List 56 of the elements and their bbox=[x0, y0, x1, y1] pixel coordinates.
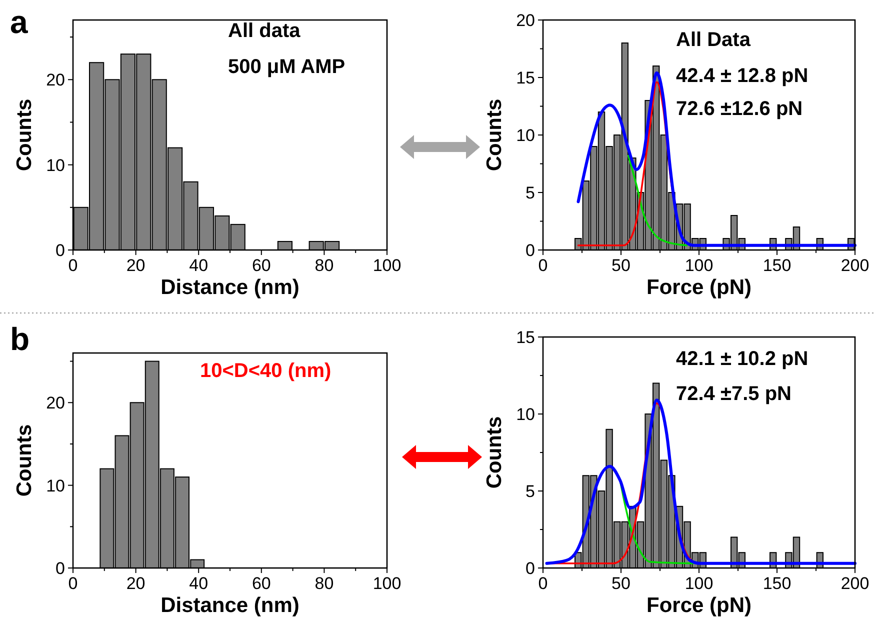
y-axis-title: Counts bbox=[483, 98, 506, 172]
x-tick-label: 60 bbox=[252, 256, 271, 275]
annotation: 72.4 ±7.5 pN bbox=[676, 383, 792, 405]
annotation: 42.1 ± 10.2 pN bbox=[676, 348, 808, 370]
x-tick-label: 40 bbox=[189, 574, 208, 593]
y-tick-label: 10 bbox=[516, 126, 535, 145]
y-axis-title: Counts bbox=[13, 98, 36, 172]
x-tick-label: 40 bbox=[189, 256, 208, 275]
line-series bbox=[627, 154, 688, 246]
x-tick-label: 200 bbox=[840, 574, 870, 593]
x-tick-label: 0 bbox=[68, 574, 78, 593]
x-tick-label: 80 bbox=[314, 256, 334, 275]
x-tick-label: 50 bbox=[612, 256, 630, 275]
x-tick-label: 200 bbox=[840, 256, 870, 275]
x-tick-label: 100 bbox=[372, 256, 402, 275]
y-axis-title: Counts bbox=[13, 424, 36, 497]
text: a bbox=[10, 4, 28, 40]
x-axis-title: Distance (nm) bbox=[160, 594, 300, 617]
x-tick-label: 20 bbox=[126, 256, 146, 275]
annotation: All data bbox=[228, 20, 302, 42]
annotation: 72.6 ±12.6 pN bbox=[676, 98, 803, 120]
x-tick-label: 100 bbox=[684, 256, 714, 275]
x-tick-label: 150 bbox=[762, 256, 792, 275]
y-tick-label: 20 bbox=[46, 70, 65, 90]
x-tick-label: 0 bbox=[538, 256, 548, 275]
y-tick-label: 0 bbox=[526, 559, 535, 578]
x-tick-label: 20 bbox=[126, 574, 146, 593]
y-axis-title: Counts bbox=[483, 416, 506, 489]
y-tick-label: 0 bbox=[526, 241, 535, 260]
x-tick-label: 60 bbox=[252, 574, 271, 593]
x-tick-label: 50 bbox=[612, 574, 630, 593]
x-tick-label: 100 bbox=[372, 574, 402, 593]
y-tick-label: 20 bbox=[46, 394, 65, 413]
x-axis-title: Distance (nm) bbox=[160, 276, 300, 299]
text: b bbox=[10, 321, 30, 357]
annotation: 500 μM AMP bbox=[228, 56, 346, 78]
x-tick-label: 0 bbox=[68, 256, 78, 275]
annotation: 10<D<40 (nm) bbox=[200, 360, 332, 382]
y-tick-label: 5 bbox=[526, 482, 535, 501]
y-tick-label: 20 bbox=[516, 11, 535, 30]
y-tick-label: 0 bbox=[56, 559, 65, 578]
y-tick-label: 5 bbox=[526, 184, 535, 202]
x-axis-title: Force (pN) bbox=[646, 276, 752, 299]
x-tick-label: 0 bbox=[538, 574, 548, 593]
y-tick-label: 15 bbox=[516, 328, 535, 347]
x-tick-label: 80 bbox=[314, 574, 334, 593]
x-tick-label: 150 bbox=[762, 574, 792, 593]
y-tick-label: 10 bbox=[46, 476, 65, 496]
y-tick-label: 10 bbox=[516, 405, 535, 424]
x-axis-title: Force (pN) bbox=[646, 594, 752, 617]
y-tick-label: 0 bbox=[56, 241, 65, 260]
x-tick-label: 100 bbox=[684, 574, 714, 593]
y-tick-label: 10 bbox=[46, 156, 65, 175]
annotation: 42.4 ± 12.8 pN bbox=[676, 65, 808, 87]
y-tick-label: 15 bbox=[516, 68, 535, 88]
annotation: All Data bbox=[676, 29, 752, 51]
